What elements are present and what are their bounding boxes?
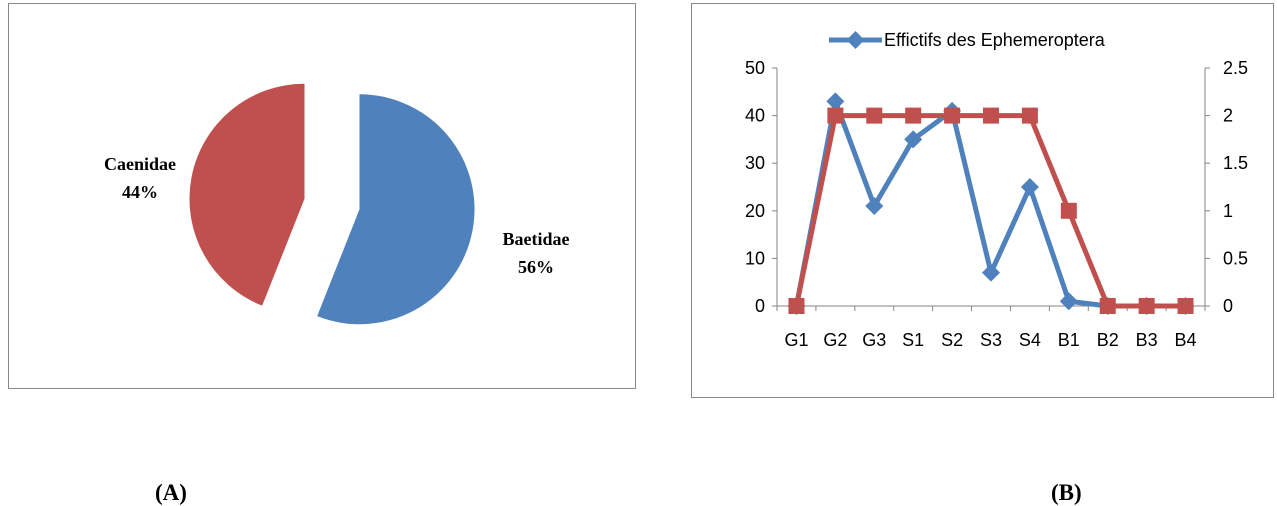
x-tick-label: S4 bbox=[1019, 330, 1041, 350]
data-point-square bbox=[1060, 202, 1077, 219]
y-left-tick-label: 0 bbox=[755, 296, 765, 316]
x-tick-label: G1 bbox=[784, 330, 808, 350]
data-point-square bbox=[1021, 107, 1038, 124]
x-tick-label: S2 bbox=[941, 330, 963, 350]
y-right-tick-label: 2 bbox=[1223, 106, 1233, 126]
pie-chart: Baetidae 56% Caenidae 44% bbox=[104, 83, 570, 325]
data-point-square bbox=[866, 107, 883, 124]
x-tick-label: S3 bbox=[980, 330, 1002, 350]
pie-label-percent: 56% bbox=[518, 257, 554, 277]
data-point-diamond bbox=[1020, 178, 1039, 196]
data-point-square bbox=[1138, 298, 1155, 314]
pie-label-percent: 44% bbox=[122, 182, 158, 202]
data-point-diamond bbox=[904, 130, 923, 149]
y-right-tick-label: 2.5 bbox=[1223, 58, 1248, 78]
caption-b: (B) bbox=[1051, 480, 1082, 505]
line-chart-panel: 0 10 20 30 40 50 0 0.5 1 1.5 2 2.5 G1 G2 G3 S1 S2 S3 S4 B1 B… bbox=[691, 3, 1274, 398]
y-left-tick-label: 50 bbox=[745, 58, 765, 78]
x-tick-label: B1 bbox=[1058, 330, 1080, 350]
data-point-square bbox=[905, 107, 922, 124]
y-left-tick-label: 20 bbox=[745, 201, 765, 221]
legend-marker-diamond bbox=[846, 31, 865, 49]
y-right-tick-label: 0 bbox=[1223, 296, 1233, 316]
data-point-square bbox=[788, 298, 805, 314]
x-tick-label: G3 bbox=[862, 330, 886, 350]
data-point-square bbox=[983, 107, 999, 124]
legend-label: Effictifs des Ephemeroptera bbox=[884, 30, 1106, 50]
y-left-tick-label: 30 bbox=[745, 153, 765, 173]
pie-label-name: Caenidae bbox=[104, 154, 176, 174]
data-point-diamond bbox=[826, 92, 845, 111]
data-point-square bbox=[944, 107, 961, 124]
y-right-tick-label: 1 bbox=[1223, 201, 1233, 221]
x-tick-label: B2 bbox=[1097, 330, 1119, 350]
data-point-square bbox=[1099, 298, 1116, 314]
data-point-diamond bbox=[865, 197, 884, 216]
x-tick-label: B3 bbox=[1136, 330, 1158, 350]
y-right-tick-label: 1.5 bbox=[1223, 153, 1248, 173]
pie-slice-caenidae bbox=[189, 83, 305, 306]
x-tick-label: S1 bbox=[902, 330, 924, 350]
pie-slice-baetidae bbox=[317, 94, 475, 325]
y-right-tick-label: 0.5 bbox=[1223, 248, 1248, 268]
data-point-diamond bbox=[982, 263, 1000, 282]
pie-label-name: Baetidae bbox=[503, 229, 570, 249]
y-left-tick-label: 40 bbox=[745, 106, 765, 126]
data-point-diamond bbox=[1059, 292, 1078, 311]
x-tick-label: G2 bbox=[823, 330, 847, 350]
data-point-square bbox=[827, 107, 844, 124]
caption-a: (A) bbox=[155, 480, 187, 505]
data-point-square bbox=[1177, 298, 1194, 314]
y-left-tick-label: 10 bbox=[745, 248, 765, 268]
pie-chart-panel: Baetidae 56% Caenidae 44% bbox=[8, 3, 636, 389]
line-chart: 0 10 20 30 40 50 0 0.5 1 1.5 2 2.5 G1 G2 G3 S1 S2 S3 S4 B1 B… bbox=[745, 30, 1248, 350]
x-tick-label: B4 bbox=[1175, 330, 1197, 350]
